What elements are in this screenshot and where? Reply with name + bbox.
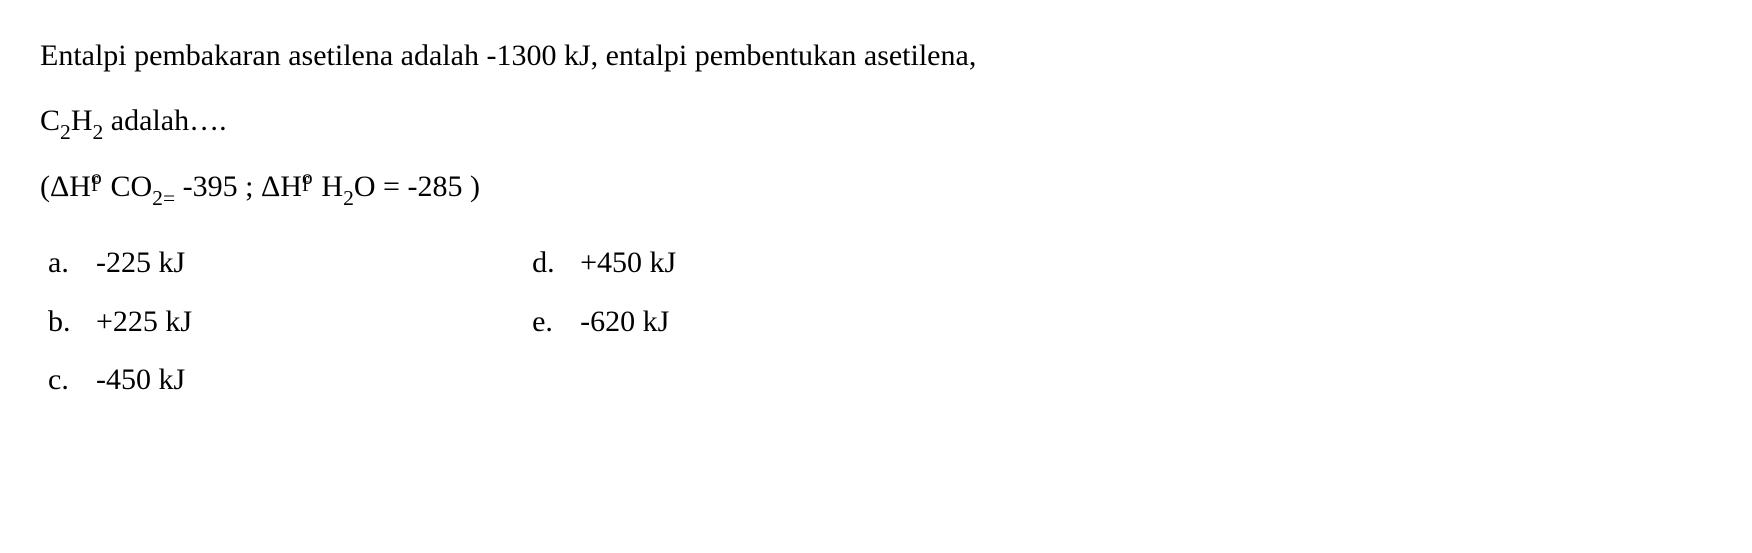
option-b-letter: b. — [48, 293, 96, 352]
co-text: CO — [110, 170, 152, 203]
h2o-h: H — [321, 170, 343, 203]
option-a: a. -225 kJ — [48, 234, 192, 293]
question-line-1: Entalpi pembakaran asetilena adalah -130… — [40, 30, 1722, 83]
question-text-2: adalah…. — [103, 104, 226, 137]
formula-c: C — [40, 104, 60, 137]
option-e-letter: e. — [532, 293, 580, 352]
option-c-text: -450 kJ — [96, 351, 185, 410]
formula-sub-2a: 2 — [60, 120, 71, 144]
spacer-1 — [175, 170, 183, 203]
option-d-text: +450 kJ — [580, 234, 676, 293]
subsup-2: fo — [302, 166, 322, 196]
option-e-text: -620 kJ — [580, 293, 669, 352]
sup-o-1: o — [91, 159, 102, 197]
formula-h: H — [71, 104, 93, 137]
sup-o-2: o — [302, 159, 313, 197]
options-col-right: d. +450 kJ e. -620 kJ — [532, 234, 676, 410]
h2o-sub: 2 — [343, 186, 354, 210]
option-a-text: -225 kJ — [96, 234, 185, 293]
subsup-1: fo — [91, 166, 111, 196]
h2o-rest: O = -285 ) — [354, 170, 480, 203]
option-d-letter: d. — [532, 234, 580, 293]
co-sub: 2 — [152, 186, 163, 210]
option-b: b. +225 kJ — [48, 293, 192, 352]
val-1: -395 ; ΔH — [183, 170, 302, 203]
eq-sub: = — [163, 186, 175, 210]
options-container: a. -225 kJ b. +225 kJ c. -450 kJ d. +450… — [40, 234, 1722, 410]
option-d: d. +450 kJ — [532, 234, 676, 293]
question-line-2: C2H2 adalah…. — [40, 95, 1722, 150]
question-line-3: (ΔHfoCO2= -395 ; ΔHfoH2O = -285 ) — [40, 161, 1722, 216]
option-c-letter: c. — [48, 351, 96, 410]
option-c: c. -450 kJ — [48, 351, 192, 410]
option-a-letter: a. — [48, 234, 96, 293]
delta-h-1: (ΔH — [40, 170, 91, 203]
option-b-text: +225 kJ — [96, 293, 192, 352]
option-e: e. -620 kJ — [532, 293, 676, 352]
options-col-left: a. -225 kJ b. +225 kJ c. -450 kJ — [48, 234, 192, 410]
question-text-1: Entalpi pembakaran asetilena adalah -130… — [40, 39, 976, 72]
formula-sub-2b: 2 — [92, 120, 103, 144]
